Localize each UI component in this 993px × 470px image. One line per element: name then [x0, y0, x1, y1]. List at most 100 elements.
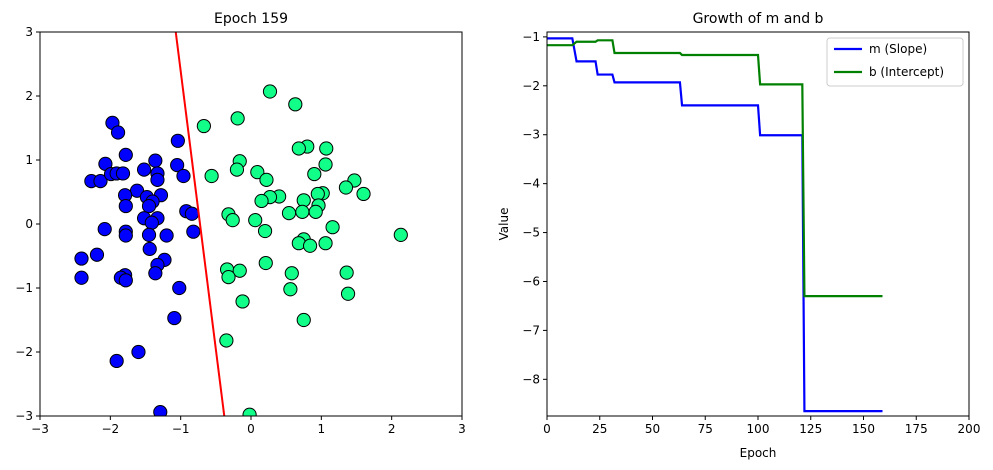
scatter-point-class0 [141, 227, 157, 242]
growth-x-tick-label: 150 [852, 422, 875, 436]
series-line-m [547, 37, 883, 413]
scatter-point-class1 [248, 213, 263, 228]
scatter-panel: Epoch 159 −3 −2 −1 0 1 2 3 −3 −2 −1 0 1 2 3 [15, 11, 466, 436]
scatter-point-class0 [118, 228, 133, 243]
scatter-y-tick-label: 0 [25, 217, 33, 231]
scatter-point-class1 [258, 255, 273, 271]
scatter-point-class1 [257, 223, 273, 239]
scatter-x-tick-label: 2 [388, 422, 396, 436]
scatter-point-class1 [230, 111, 245, 126]
scatter-point-class0 [170, 158, 185, 173]
scatter-point-class1 [221, 270, 236, 285]
scatter-x-tick-label: −2 [101, 422, 119, 436]
scatter-y-tick-label: 2 [25, 89, 33, 103]
scatter-point-class0 [148, 266, 163, 281]
scatter-point-class0 [159, 228, 174, 243]
scatter-point-class0 [150, 172, 165, 187]
scatter-y-tick-label: −1 [15, 281, 33, 295]
scatter-x-tick-label: −3 [31, 422, 49, 436]
scatter-point-class1 [254, 193, 269, 209]
scatter-point-class1 [196, 118, 211, 134]
growth-panel: Growth of m and b 0 25 50 75 100 125 150 175 200… [497, 11, 980, 460]
scatter-point-class0 [148, 153, 163, 168]
scatter-point-class1 [356, 186, 371, 202]
scatter-point-class0 [131, 344, 146, 360]
scatter-point-class1 [296, 312, 311, 328]
scatter-point-class1 [225, 213, 240, 228]
growth-y-axis-label: Value [497, 208, 511, 241]
scatter-point-class0 [93, 174, 108, 189]
scatter-y-tick-label: 3 [25, 25, 33, 39]
legend-label-b: b (Intercept) [869, 65, 944, 79]
scatter-point-class1 [393, 227, 408, 242]
scatter-point-class1 [318, 236, 333, 251]
scatter-point-class1 [235, 294, 250, 309]
scatter-axes-frame [39, 31, 463, 417]
scatter-point-class0 [110, 125, 126, 140]
scatter-point-class1 [338, 180, 354, 195]
scatter-point-class0 [118, 273, 133, 288]
growth-y-tick-label: −8 [522, 372, 540, 386]
growth-x-tick-label: 0 [543, 422, 551, 436]
scatter-point-class1 [250, 165, 265, 180]
scatter-y-tick-label: 1 [25, 153, 33, 167]
series-line-b [547, 39, 883, 298]
scatter-point-class1 [259, 172, 274, 187]
growth-y-tick-label: −3 [522, 128, 540, 142]
scatter-point-class0 [167, 310, 182, 326]
decision-boundary-line [174, 32, 226, 416]
growth-y-tick-label: −1 [522, 30, 540, 44]
scatter-point-class1 [232, 263, 247, 278]
scatter-y-tick-label: −3 [15, 409, 33, 423]
scatter-title: Epoch 159 [214, 11, 288, 27]
scatter-point-class0 [115, 166, 131, 181]
scatter-point-class0 [89, 247, 105, 262]
legend-label-m: m (Slope) [869, 42, 927, 56]
scatter-point-class0 [97, 222, 112, 237]
scatter-point-class1 [219, 333, 234, 348]
growth-y-tick-label: −5 [522, 226, 540, 240]
scatter-point-class1 [291, 141, 306, 156]
scatter-point-class0 [184, 206, 200, 221]
scatter-point-class1 [262, 84, 278, 99]
growth-axes-frame [546, 31, 970, 417]
growth-x-tick-label: 50 [645, 422, 660, 436]
scatter-point-class0 [170, 133, 185, 148]
growth-y-tick-label: −4 [522, 177, 540, 191]
scatter-point-class0 [141, 198, 157, 214]
scatter-point-class0 [153, 405, 168, 416]
scatter-x-tick-label: 0 [247, 422, 255, 436]
scatter-point-class0 [109, 353, 124, 369]
scatter-point-class1 [288, 97, 303, 112]
scatter-point-class0 [186, 224, 201, 239]
scatter-point-class0 [118, 198, 133, 214]
scatter-x-tick-label: 1 [318, 422, 326, 436]
scatter-x-tick-label: −1 [172, 422, 190, 436]
scatter-point-class0 [118, 147, 133, 162]
scatter-point-class0 [142, 241, 157, 257]
scatter-point-class0 [74, 270, 89, 285]
scatter-point-class1 [339, 265, 354, 280]
scatter-point-class0 [176, 168, 191, 184]
growth-x-tick-label: 200 [958, 422, 981, 436]
scatter-y-tick-label: −2 [15, 345, 33, 359]
scatter-point-class1 [302, 238, 318, 253]
scatter-point-class1 [229, 162, 245, 177]
legend: m (Slope) b (Intercept) [826, 37, 964, 87]
growth-title: Growth of m and b [693, 11, 824, 27]
scatter-point-class1 [307, 166, 322, 182]
scatter-point-class1 [281, 206, 297, 221]
scatter-point-class0 [144, 215, 159, 230]
growth-y-tick-label: −7 [522, 323, 540, 337]
scatter-point-class1 [284, 266, 299, 281]
growth-x-tick-label: 125 [799, 422, 822, 436]
scatter-point-class0 [74, 251, 89, 266]
scatter-point-class1 [204, 168, 219, 184]
growth-x-axis-label: Epoch [740, 446, 777, 460]
scatter-point-class0 [136, 162, 152, 177]
growth-y-tick-label: −2 [522, 79, 540, 93]
scatter-point-class1 [340, 286, 356, 301]
scatter-point-class1 [325, 220, 340, 235]
scatter-point-class1 [318, 157, 333, 172]
